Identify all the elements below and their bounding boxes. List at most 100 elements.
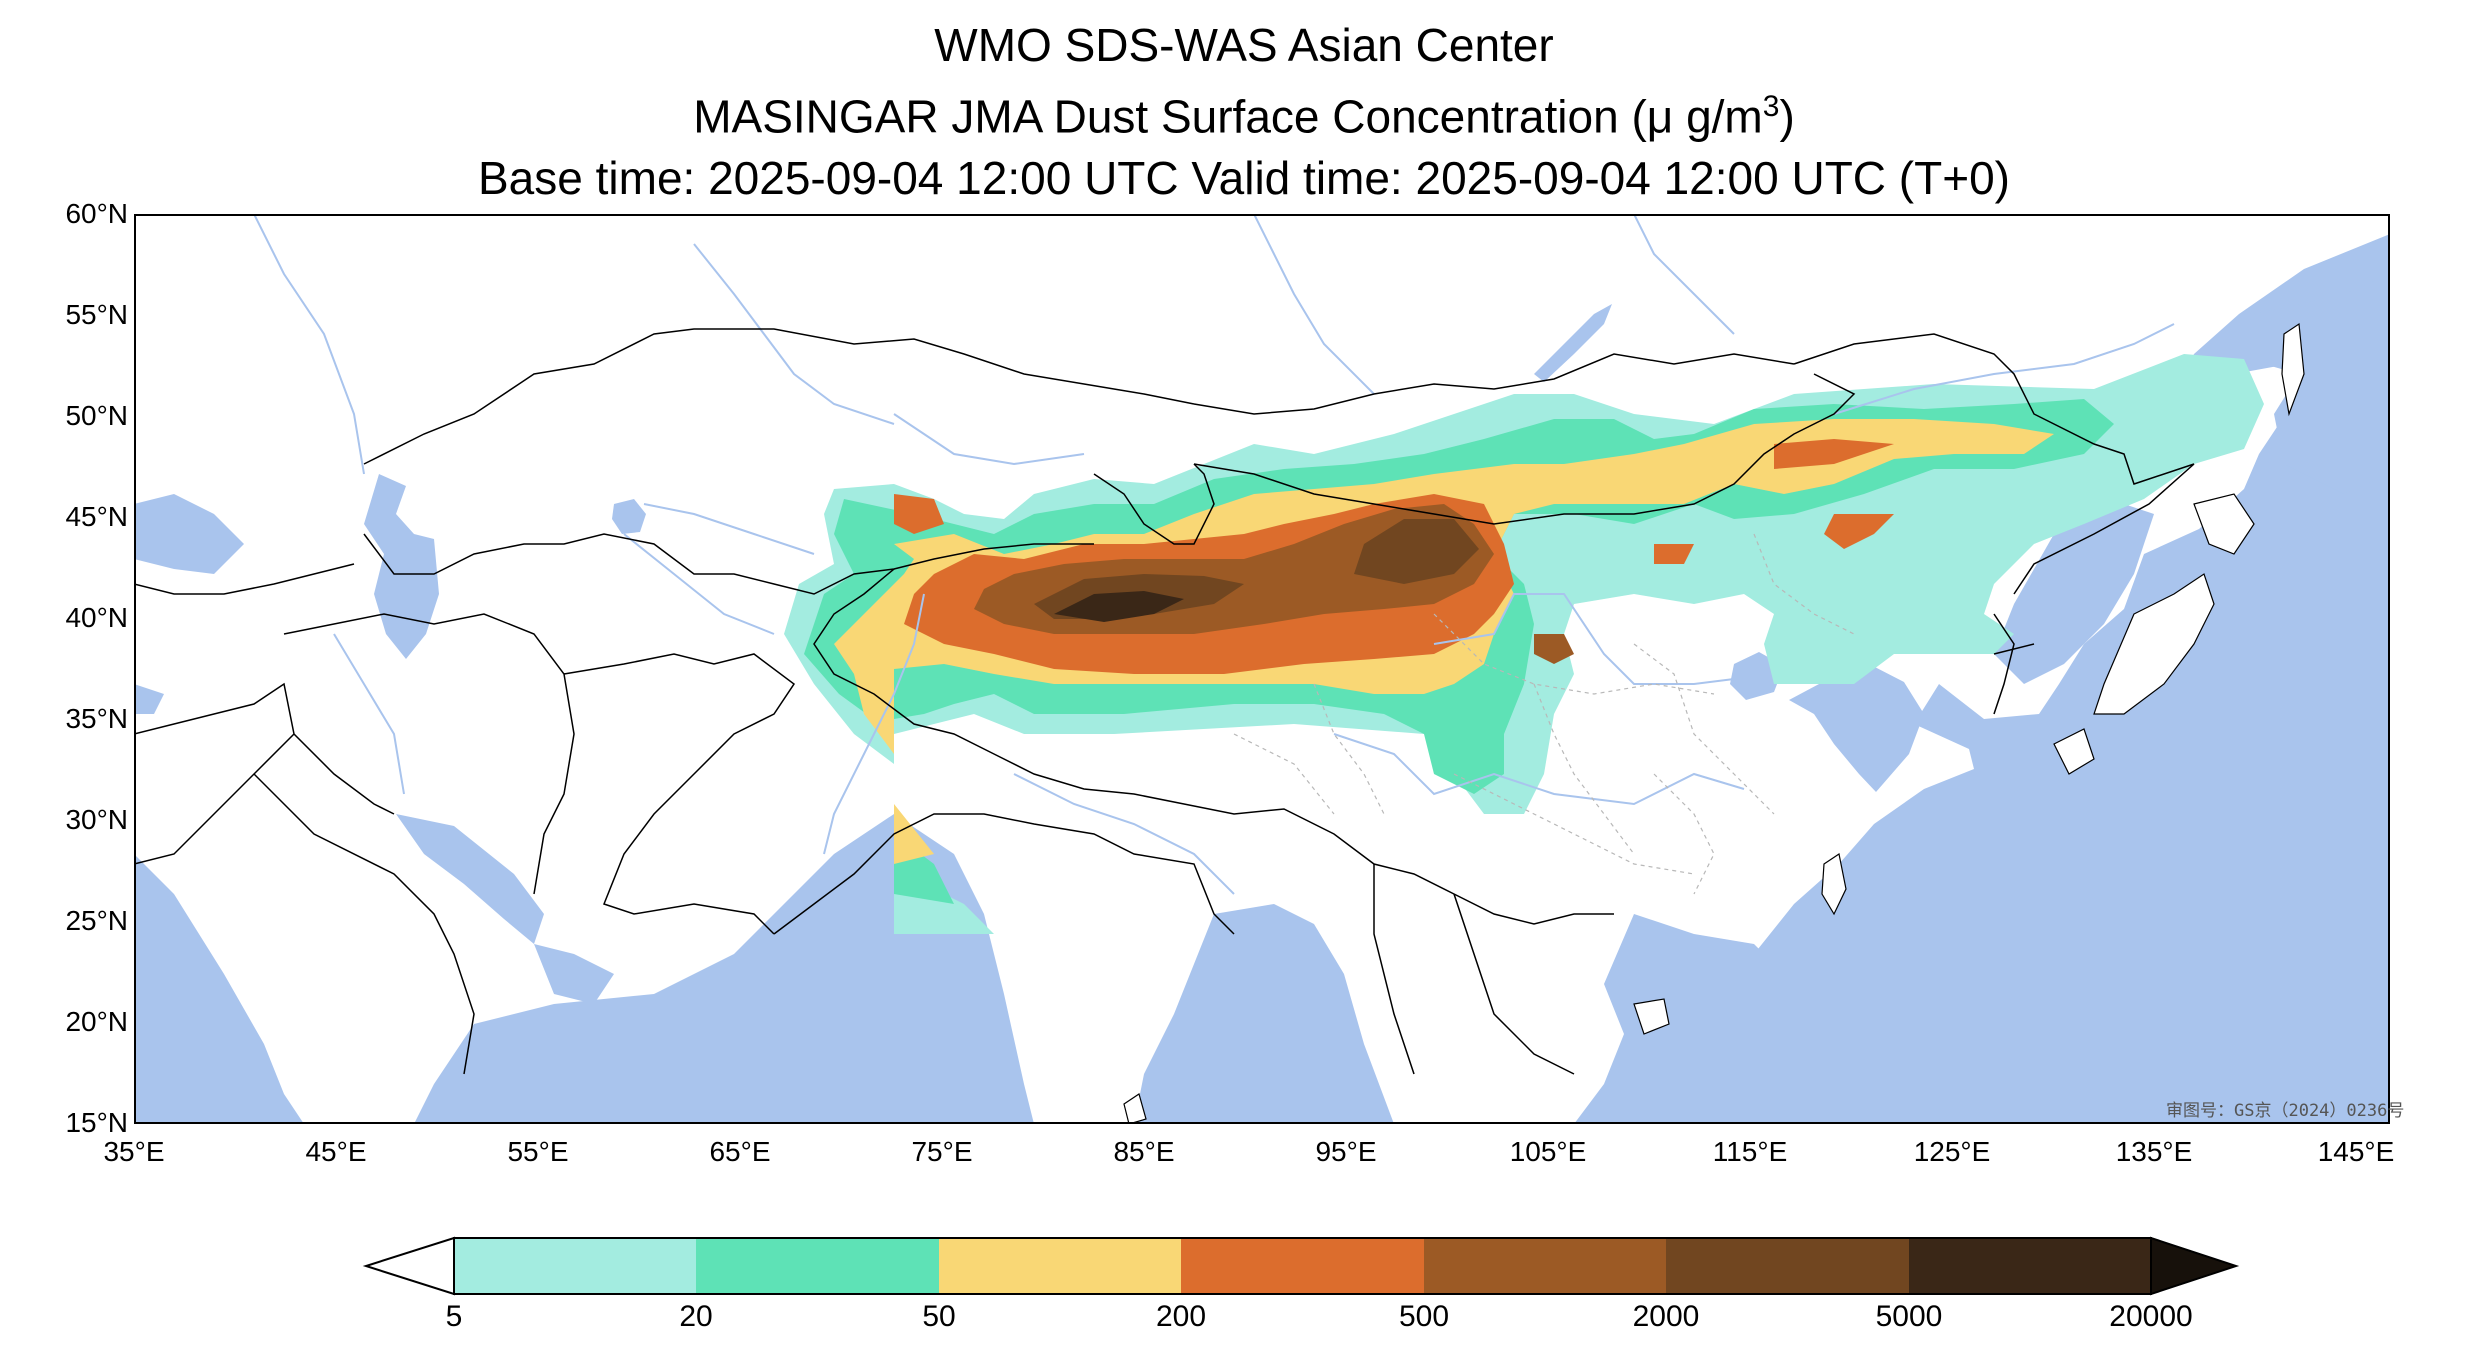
ocean-layer	[134, 234, 2390, 1124]
lake-baikal	[1534, 304, 1612, 382]
colorbar-label-5000: 5000	[1875, 1300, 1943, 1333]
border-arabia	[253, 773, 475, 1075]
border-iran	[283, 613, 575, 895]
river-lena	[1633, 214, 1735, 335]
hainan	[1633, 998, 1670, 1035]
bay-of-bengal	[1134, 904, 1394, 1124]
lat-label-40: 40°N	[65, 602, 128, 633]
rivers-layer	[253, 214, 2175, 895]
colorbar-bin-5-20	[454, 1238, 696, 1294]
mediterranean-east	[134, 684, 164, 714]
province-layer	[1233, 533, 1855, 895]
river-irtysh	[893, 413, 1085, 466]
colorbar-over-arrow	[2150, 1236, 2240, 1296]
review-stamp: 审图号：GS京（2024）0236号	[2166, 1101, 2405, 1121]
sea-of-okhotsk	[2254, 274, 2390, 494]
border-kazakhstan-china	[1093, 463, 1215, 545]
lon-label-145: 145°E	[2317, 1136, 2395, 1167]
lat-label-30: 30°N	[65, 804, 128, 835]
lat-label-35: 35°N	[65, 703, 128, 734]
colorbar-outline	[453, 1237, 2152, 1295]
lon-label-95: 95°E	[1315, 1136, 1377, 1167]
province-boundary-7	[1233, 733, 1335, 815]
colorbar-bin-500-2000	[1424, 1238, 1666, 1294]
coast-outline	[1123, 322, 2305, 1124]
river-indus	[823, 593, 925, 855]
colorbar-bin-20-50	[696, 1238, 939, 1294]
colorbar-label-20: 20	[679, 1300, 713, 1333]
province-boundary-5	[1753, 533, 1855, 635]
colorbar-bin-5000-20000	[1909, 1238, 2151, 1294]
river-ob	[693, 243, 895, 425]
south-china-sea	[1574, 914, 1784, 1124]
title-unit: μ g/m	[1646, 90, 1763, 143]
lat-label-45: 45°N	[65, 501, 128, 532]
pacific-ocean	[1574, 234, 2390, 1124]
title-line-2: MASINGAR JMA Dust Surface Concentration …	[0, 76, 2488, 147]
lon-label-125: 125°E	[1913, 1136, 1991, 1167]
border-india	[773, 813, 1235, 935]
river-amur	[1833, 323, 2175, 415]
arabian-sea	[414, 814, 1034, 1124]
colorbar-label-5: 5	[445, 1300, 463, 1333]
border-middle-east	[134, 682, 395, 865]
colorbar-bin-2000-5000	[1666, 1238, 1909, 1294]
province-boundary-3	[1313, 683, 1385, 815]
river-syr-darya	[643, 503, 815, 555]
red-sea	[134, 854, 304, 1124]
japan-kyushu	[2053, 728, 2095, 775]
lat-label-20: 20°N	[65, 1006, 128, 1037]
black-sea	[134, 494, 244, 574]
border-mongolia-china	[1193, 373, 1856, 525]
gulf-of-oman	[534, 944, 614, 1004]
lon-label-85: 85°E	[1113, 1136, 1175, 1167]
border-kazakhstan-south	[363, 533, 1094, 595]
colorbar-label-500: 500	[1398, 1300, 1450, 1333]
caspian-sea	[364, 474, 439, 659]
japan-hokkaido	[2193, 493, 2255, 555]
aral-sea	[612, 499, 646, 534]
colorbar-bin-200-500	[1181, 1238, 1424, 1294]
province-boundary-2	[1533, 683, 1635, 855]
border-turkey-caucasus	[134, 563, 355, 595]
lon-label-55: 55°E	[507, 1136, 569, 1167]
river-yellow	[1433, 593, 1735, 685]
border-china-west	[813, 568, 1614, 925]
province-boundary-4	[1633, 643, 1775, 815]
title-line-1: WMO SDS-WAS Asian Center	[934, 19, 1554, 71]
map-border	[134, 214, 2390, 1124]
colorbar-label-20000: 20000	[2109, 1300, 2193, 1333]
province-boundary-1	[1433, 613, 1715, 695]
river-volga	[253, 214, 365, 475]
colorbar-label-2000: 2000	[1632, 1300, 1700, 1333]
title-product: MASINGAR JMA Dust Surface Concentration …	[693, 90, 1647, 143]
sakhalin	[2281, 322, 2305, 417]
border-russia-mongolia	[1193, 353, 1795, 415]
dust-map	[134, 214, 2390, 1124]
lon-label-75: 75°E	[911, 1136, 973, 1167]
title-line-3: Base time: 2025-09-04 12:00 UTC Valid ti…	[478, 152, 2010, 205]
border-afghanistan-pakistan	[563, 653, 796, 935]
lat-label-15: 15°N	[65, 1107, 128, 1138]
lat-label-25: 25°N	[65, 905, 128, 936]
river-yenisei	[1253, 214, 1375, 395]
borders-layer	[134, 328, 2195, 1075]
border-russia-china	[1793, 333, 2195, 595]
colorbar-label-200: 200	[1155, 1300, 1207, 1333]
border-southeast-asia	[1373, 864, 1575, 1075]
colorbar	[360, 1236, 2240, 1301]
lon-label-115: 115°E	[1712, 1136, 1788, 1167]
lat-label-55: 55°N	[65, 299, 128, 330]
river-ganges	[1013, 773, 1235, 895]
river-tigris	[333, 633, 405, 795]
lat-label-50: 50°N	[65, 400, 128, 431]
province-boundary-8	[1653, 773, 1715, 895]
sri-lanka	[1123, 1093, 1147, 1124]
taiwan	[1821, 853, 1847, 916]
title-unit-exponent: 3	[1762, 90, 1780, 123]
border-korea	[1993, 613, 2035, 715]
colorbar-bin-50-200	[939, 1238, 1181, 1294]
colorbar-svg	[362, 1236, 2240, 1296]
dust-contour-5000-20000	[1054, 591, 1184, 622]
sea-of-japan	[1994, 504, 2154, 684]
